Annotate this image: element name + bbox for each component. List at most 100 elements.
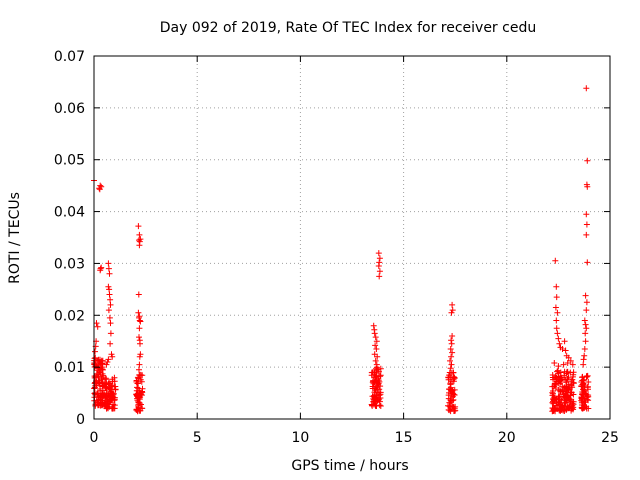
- data-point: [582, 321, 589, 328]
- data-point: [136, 231, 143, 238]
- data-point: [111, 397, 118, 404]
- data-point: [449, 307, 456, 314]
- data-point: [103, 380, 110, 387]
- data-point: [91, 380, 98, 387]
- data-point: [135, 309, 142, 316]
- data-point: [371, 330, 378, 337]
- data-point: [136, 396, 143, 403]
- data-point: [584, 259, 591, 266]
- data-point: [563, 407, 570, 413]
- data-point: [109, 353, 116, 360]
- data-point: [583, 85, 590, 92]
- data-point: [136, 361, 143, 368]
- data-point: [134, 391, 141, 398]
- y-tick-label: 0.06: [54, 101, 85, 117]
- data-point: [570, 404, 577, 411]
- data-point: [136, 353, 143, 360]
- data-point: [582, 292, 589, 299]
- data-point: [136, 242, 143, 249]
- data-point: [583, 374, 590, 380]
- data-point: [449, 349, 456, 356]
- data-point: [134, 380, 141, 387]
- data-point: [107, 340, 114, 347]
- y-tick-label: 0.01: [54, 360, 85, 376]
- data-point: [372, 397, 379, 404]
- data-point: [137, 340, 143, 347]
- data-point: [108, 389, 115, 396]
- data-point: [99, 366, 106, 373]
- data-point: [98, 183, 105, 190]
- data-point: [580, 356, 587, 363]
- data-point: [555, 335, 562, 342]
- data-point: [561, 338, 568, 345]
- data-point: [447, 357, 453, 364]
- x-axis-label: GPS time / hours: [291, 458, 408, 474]
- data-point: [372, 342, 379, 349]
- data-point: [452, 407, 459, 414]
- data-point: [112, 386, 119, 393]
- y-tick-label: 0: [76, 412, 85, 428]
- data-point: [376, 273, 383, 280]
- data-point: [560, 361, 567, 368]
- data-point: [97, 386, 103, 392]
- data-point: [568, 382, 575, 389]
- data-point: [583, 211, 590, 218]
- data-point: [552, 304, 559, 311]
- chart-title: Day 092 of 2019, Rate Of TEC Index for r…: [160, 20, 536, 36]
- y-axis: 0 0.01 0.02 0.03 0.04 0.05 0.06 0.07: [54, 49, 610, 428]
- data-point: [104, 390, 111, 397]
- data-point: [136, 237, 142, 244]
- data-point: [560, 391, 567, 398]
- data-point: [557, 387, 564, 394]
- x-tick-label: 0: [90, 430, 99, 446]
- data-point: [373, 338, 380, 345]
- data-point: [449, 333, 456, 339]
- data-point: [449, 301, 456, 308]
- data-point: [99, 357, 106, 364]
- data-point: [377, 372, 384, 379]
- data-point: [377, 373, 384, 380]
- data-point: [371, 401, 377, 408]
- data-point: [106, 291, 113, 298]
- data-point: [377, 395, 384, 401]
- data-point: [100, 372, 107, 379]
- x-tick-label: 15: [395, 430, 413, 446]
- data-point: [567, 399, 574, 406]
- data-point: [554, 309, 561, 316]
- data-point: [376, 268, 383, 275]
- data-point: [557, 407, 564, 414]
- data-point: [578, 379, 585, 385]
- data-point: [102, 398, 109, 405]
- data-point: [376, 378, 383, 385]
- data-point: [92, 348, 98, 355]
- data-point: [549, 383, 556, 390]
- data-point: [136, 334, 142, 341]
- data-point: [137, 407, 144, 414]
- data-point: [370, 377, 377, 384]
- data-point: [583, 325, 590, 332]
- data-point: [105, 260, 112, 267]
- data-point: [105, 356, 112, 363]
- data-point: [568, 407, 575, 414]
- data-point: [584, 393, 591, 400]
- data-point: [567, 357, 574, 364]
- data-point: [91, 374, 98, 381]
- data-point: [373, 361, 380, 368]
- data-point: [582, 330, 589, 337]
- y-tick-label: 0.05: [54, 153, 85, 169]
- data-point: [554, 368, 561, 375]
- data-point: [563, 394, 570, 401]
- data-point: [569, 373, 576, 380]
- data-point: [135, 223, 142, 230]
- grid-lines: [94, 56, 610, 419]
- data-point: [451, 392, 458, 398]
- data-point: [372, 334, 379, 341]
- data-point: [553, 325, 560, 332]
- data-point: [565, 354, 572, 361]
- data-point: [135, 291, 142, 298]
- data-point: [105, 283, 112, 290]
- data-point: [139, 389, 146, 396]
- data-point: [369, 383, 376, 390]
- data-point: [552, 257, 559, 264]
- data-point: [106, 270, 113, 277]
